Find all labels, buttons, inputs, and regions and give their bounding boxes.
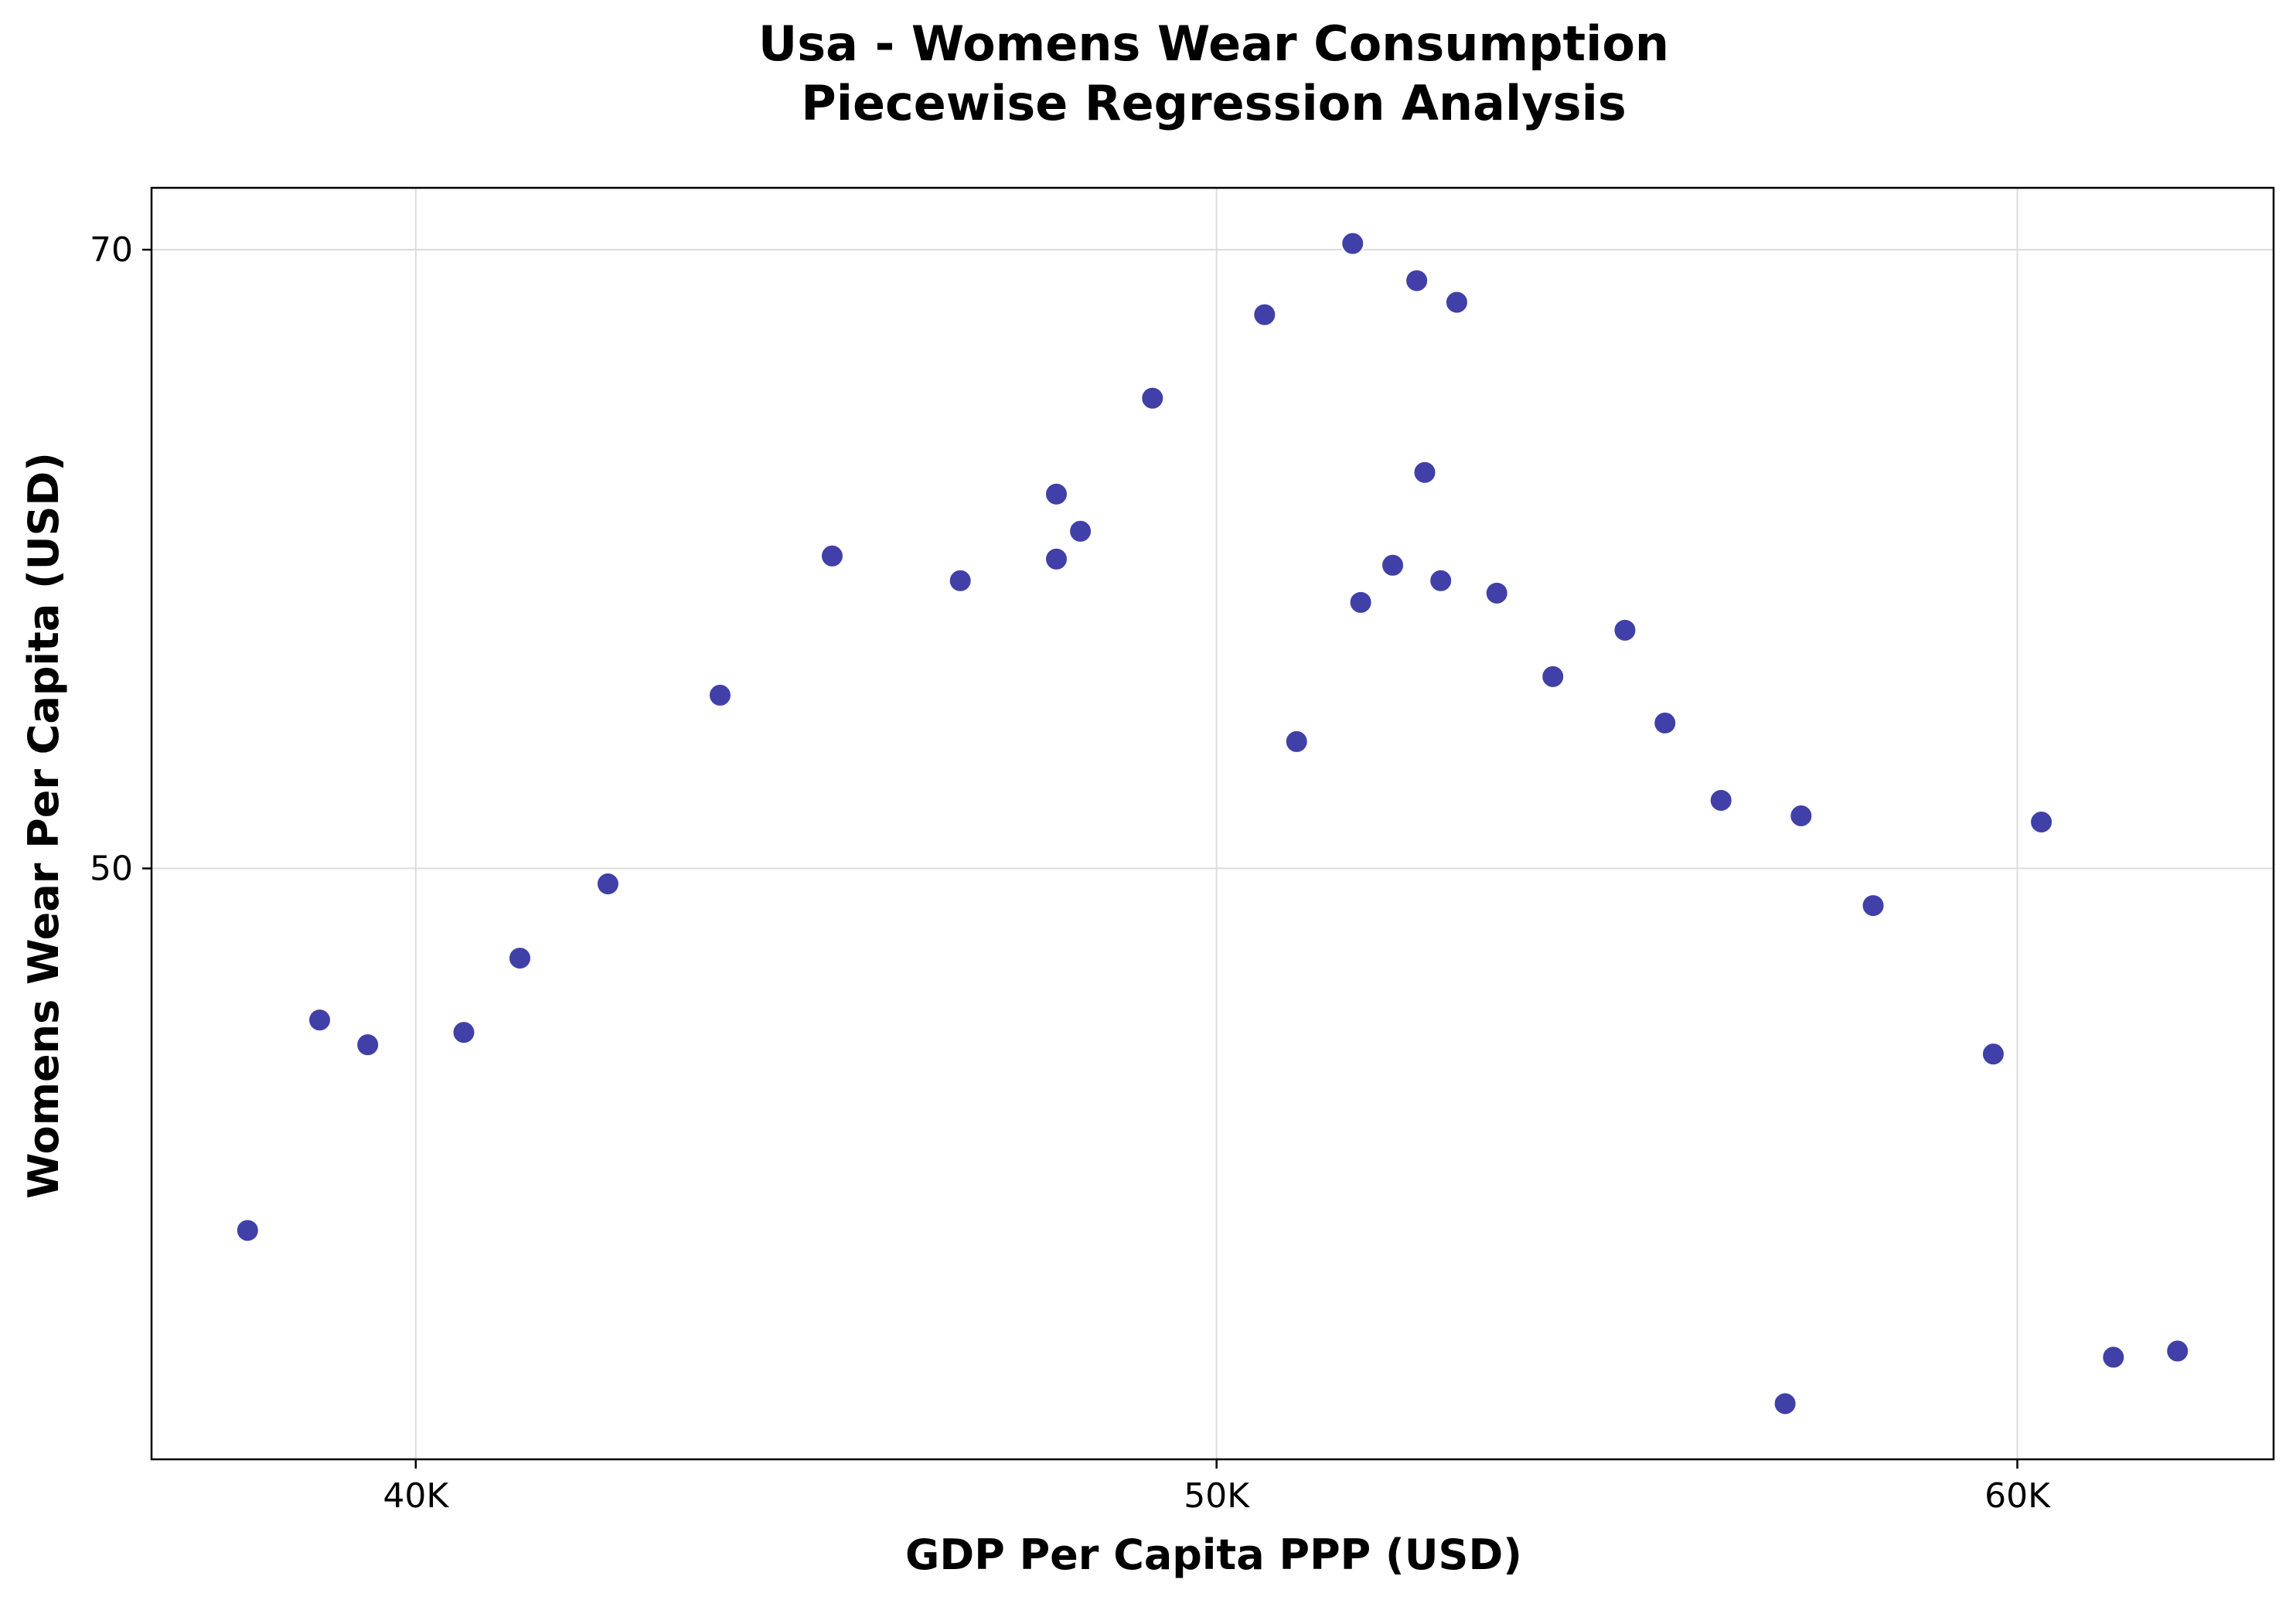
data-point: [2165, 1338, 2191, 1364]
data-point: [1708, 787, 1734, 813]
data-point: [1980, 1041, 2006, 1067]
x-axis-label: GDP Per Capita PPP (USD): [905, 1530, 1522, 1579]
data-point: [1788, 802, 1814, 829]
data-point: [1404, 267, 1430, 294]
data-point: [451, 1020, 477, 1046]
data-point: [1252, 301, 1278, 328]
data-point: [707, 682, 733, 708]
data-point: [1860, 893, 1886, 919]
data-point: [1139, 385, 1166, 411]
data-point: [1612, 617, 1638, 643]
data-point: [355, 1032, 381, 1058]
data-point: [506, 945, 533, 972]
chart-title-line-2: Piecewise Regression Analysis: [801, 75, 1626, 131]
data-point: [234, 1217, 261, 1244]
chart-title-line-1: Usa - Womens Wear Consumption: [758, 15, 1669, 72]
data-point: [1652, 710, 1678, 736]
x-tick-label: 60K: [1984, 1476, 2051, 1516]
data-point: [819, 543, 845, 569]
data-point: [1283, 728, 1310, 754]
y-tick-label: 70: [90, 230, 133, 270]
data-point: [1347, 589, 1374, 615]
plot-area-frame: [150, 186, 2275, 1461]
data-point: [1772, 1391, 1798, 1417]
data-point: [307, 1007, 333, 1033]
data-point: [594, 871, 621, 897]
data-point: [947, 567, 973, 594]
y-axis-label: Womens Wear Per Capita (USD): [19, 452, 68, 1199]
data-point: [1380, 552, 1406, 578]
data-point: [1068, 518, 1094, 544]
grid-lines: [152, 188, 2274, 1459]
y-tick-label: 50: [90, 849, 133, 889]
data-point: [1340, 230, 1366, 257]
data-point: [1484, 580, 1510, 606]
data-point: [1540, 663, 1566, 689]
data-points: [234, 230, 2191, 1417]
data-point: [2029, 809, 2055, 835]
axis-ticks: 40K 50K 60K 50 70: [90, 230, 2051, 1516]
data-point: [1443, 289, 1470, 315]
data-point: [1044, 546, 1070, 572]
data-point: [2100, 1344, 2127, 1370]
x-tick-label: 50K: [1184, 1476, 1250, 1516]
data-point: [1428, 567, 1454, 594]
data-point: [1412, 459, 1438, 485]
data-point: [1044, 481, 1070, 507]
x-tick-label: 40K: [383, 1476, 449, 1516]
